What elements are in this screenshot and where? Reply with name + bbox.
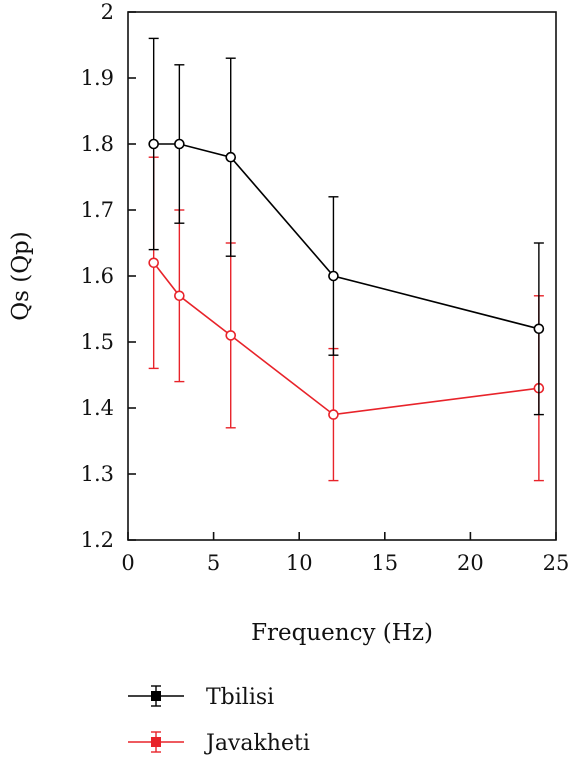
legend-marker	[151, 691, 161, 701]
legend-marker	[151, 737, 161, 747]
legend-label: Javakheti	[204, 731, 310, 756]
y-tick-label: 1.4	[81, 396, 114, 420]
y-tick-label: 1.8	[81, 132, 114, 156]
y-tick-label: 1.3	[81, 462, 114, 486]
y-axis-title: Qs (Qp)	[8, 231, 34, 321]
data-point	[174, 290, 185, 302]
x-tick-label: 5	[207, 551, 220, 575]
y-axis-ticks: 1.2 1.3 1.4 1.5 1.6 1.7 1.8 1.9 2	[81, 0, 136, 552]
data-point	[148, 138, 159, 150]
data-point	[148, 257, 159, 269]
series-tbilisi	[148, 37, 545, 416]
x-tick-label: 10	[286, 551, 313, 575]
series-line	[153, 262, 539, 416]
data-point	[328, 270, 339, 282]
x-tick-label: 0	[121, 551, 134, 575]
x-axis-title: Frequency (Hz)	[251, 620, 433, 646]
data-point	[225, 330, 237, 341]
y-tick-label: 1.9	[81, 66, 114, 90]
x-axis-ticks: 0 5 10 15 20 25	[121, 532, 569, 575]
y-tick-label: 1.5	[81, 330, 114, 354]
series-line	[153, 143, 540, 330]
plot-frame	[127, 11, 557, 541]
x-tick-label: 20	[457, 551, 484, 575]
x-tick-label: 15	[371, 551, 398, 575]
y-tick-label: 1.6	[81, 264, 114, 288]
series-layer	[148, 37, 545, 482]
y-tick-label: 1.7	[81, 198, 114, 222]
data-point	[328, 409, 339, 420]
data-point	[533, 323, 545, 335]
y-tick-label: 2	[101, 0, 114, 24]
x-tick-label: 25	[543, 551, 570, 575]
y-tick-label: 1.2	[81, 528, 114, 552]
series-javakheti	[148, 156, 545, 482]
data-point	[225, 151, 237, 163]
legend-item-tbilisi: Tbilisi	[128, 685, 274, 710]
legend-item-javakheti: Javakheti	[128, 731, 310, 756]
data-point	[174, 138, 185, 150]
legend: Tbilisi Javakheti	[128, 685, 310, 756]
legend-label: Tbilisi	[206, 685, 274, 710]
